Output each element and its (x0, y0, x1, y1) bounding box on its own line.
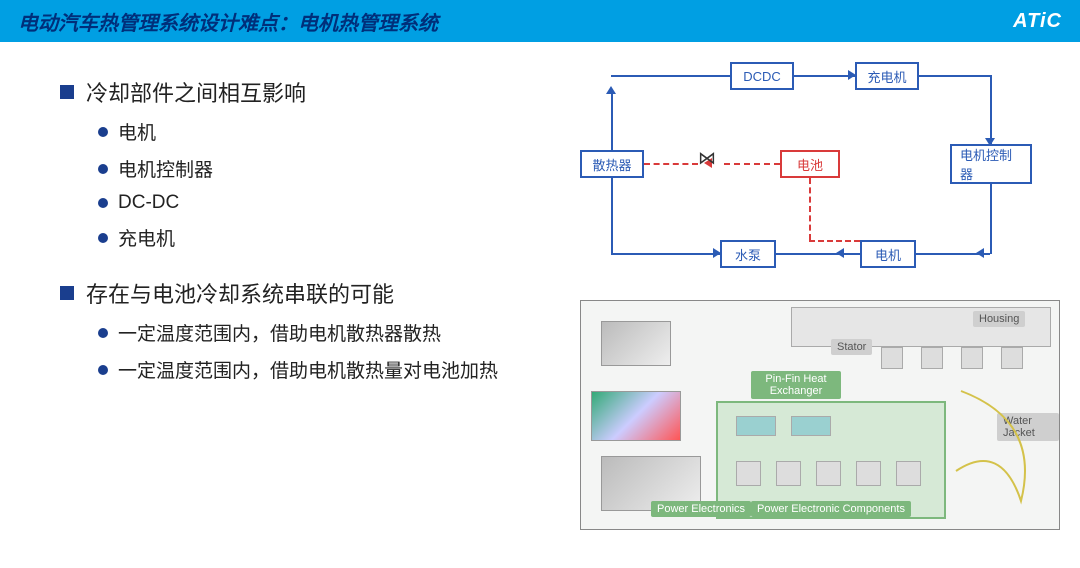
label-pinfin: Pin-Fin Heat Exchanger (751, 371, 841, 399)
bullet-1-3-text: DC-DC (118, 192, 179, 214)
square-bullet-icon (60, 286, 74, 300)
cad-schematic-panel: Housing Stator Pin-Fin Heat Exchanger Po… (580, 300, 1060, 530)
edge-dashed (724, 163, 780, 165)
bullet-1-2: 电机控制器 (98, 155, 550, 182)
cad-image-1 (601, 321, 671, 366)
ph-comp (856, 461, 881, 486)
ph-yellow-lines (951, 381, 1051, 511)
edge-dashed (809, 240, 860, 242)
node-controller: 电机控制器 (950, 144, 1032, 184)
bullet-2-2: 一定温度范围内，借助电机散热量对电池加热 (98, 356, 550, 383)
bullet-1-4: 充电机 (98, 224, 550, 251)
edge (990, 184, 992, 254)
dot-bullet-icon (98, 198, 108, 208)
bullet-1-3: DC-DC (98, 192, 550, 214)
bullet-2-text: 存在与电池冷却系统串联的可能 (86, 277, 394, 309)
dot-bullet-icon (98, 127, 108, 137)
label-stator: Stator (831, 339, 872, 355)
edge (611, 178, 613, 253)
ph-comp (816, 461, 841, 486)
label-pe: Power Electronics (651, 501, 751, 517)
node-charger: 充电机 (855, 62, 919, 90)
ph-comp (881, 347, 903, 369)
bullet-1-4-text: 充电机 (118, 224, 175, 251)
bullet-2-1-text: 一定温度范围内，借助电机散热器散热 (118, 319, 441, 346)
ph-comp (736, 416, 776, 436)
bullet-2-1: 一定温度范围内，借助电机散热器散热 (98, 319, 550, 346)
slide-title: 电动汽车热管理系统设计难点：电机热管理系统 (18, 7, 438, 36)
bullet-column: 冷却部件之间相互影响 电机 电机控制器 DC-DC 充电机 存在与电池冷却系统串… (0, 62, 550, 393)
valve-icon: ⋈ (698, 148, 716, 169)
label-housing: Housing (973, 311, 1025, 327)
ph-comp (791, 416, 831, 436)
ph-comp (736, 461, 761, 486)
dot-bullet-icon (98, 164, 108, 174)
node-battery: 电池 (780, 150, 840, 178)
bullet-2-2-text: 一定温度范围内，借助电机散热量对电池加热 (118, 356, 498, 383)
brand-logo: ATiC (1013, 10, 1062, 33)
ph-comp (1001, 347, 1023, 369)
ph-comp (921, 347, 943, 369)
arrow-icon (776, 248, 844, 258)
square-bullet-icon (60, 85, 74, 99)
label-pec: Power Electronic Components (751, 501, 911, 517)
node-radiator: 散热器 (580, 150, 644, 178)
cooling-loop-diagram: ⋈ DCDC 充电机 散热器 电池 电机控制器 水泵 电机 (570, 62, 1040, 272)
bullet-1-1: 电机 (98, 118, 550, 145)
edge (611, 90, 613, 150)
node-dcdc: DCDC (730, 62, 794, 90)
dot-bullet-icon (98, 328, 108, 338)
edge (611, 253, 720, 255)
water-jacket-curve-icon (951, 381, 1051, 511)
bullet-1: 冷却部件之间相互影响 (60, 76, 550, 108)
edge-dashed (809, 178, 811, 240)
edge (990, 75, 992, 145)
bullet-1-1-text: 电机 (118, 118, 156, 145)
bullet-2: 存在与电池冷却系统串联的可能 (60, 277, 550, 309)
ph-comp (961, 347, 983, 369)
arrow-icon (916, 248, 984, 258)
dot-bullet-icon (98, 365, 108, 375)
node-motor: 电机 (860, 240, 916, 268)
ph-comp (776, 461, 801, 486)
node-pump: 水泵 (720, 240, 776, 268)
edge (794, 75, 855, 77)
slide-header: 电动汽车热管理系统设计难点：电机热管理系统 ATiC (0, 0, 1080, 42)
bullet-1-2-text: 电机控制器 (118, 155, 213, 182)
bullet-1-text: 冷却部件之间相互影响 (86, 76, 306, 108)
edge (919, 75, 990, 77)
arrow-icon (606, 86, 616, 94)
dot-bullet-icon (98, 233, 108, 243)
cad-image-2 (591, 391, 681, 441)
edge (611, 75, 730, 77)
ph-comp (896, 461, 921, 486)
